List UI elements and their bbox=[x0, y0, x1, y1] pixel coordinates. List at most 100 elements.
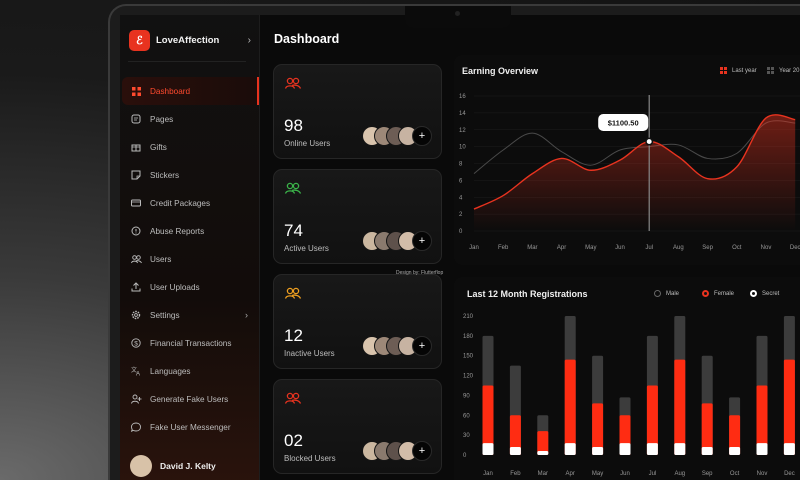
sidebar-item-user-uploads[interactable]: User Uploads bbox=[122, 273, 258, 301]
sticker-icon bbox=[130, 169, 142, 181]
bar-secret bbox=[564, 443, 576, 455]
y-tick-label: 16 bbox=[459, 94, 466, 100]
sidebar-item-gifts[interactable]: Gifts bbox=[122, 133, 258, 161]
sidebar-item-label: User Uploads bbox=[150, 282, 200, 292]
stat-label: Inactive Users bbox=[284, 349, 335, 358]
grid-icon bbox=[720, 67, 727, 74]
brand-name: LoveAffection bbox=[156, 34, 220, 46]
legend-secret[interactable]: Secret bbox=[750, 290, 779, 297]
users-icon bbox=[284, 392, 302, 404]
avatar bbox=[130, 455, 152, 477]
stat-value: 12 bbox=[284, 326, 303, 345]
bar-secret bbox=[783, 443, 795, 455]
sidebar-item-pages[interactable]: Pages bbox=[122, 105, 258, 133]
legend-label: Last year bbox=[732, 67, 757, 74]
sidebar-item-label: Settings bbox=[150, 310, 180, 320]
legend-female[interactable]: Female bbox=[702, 290, 734, 297]
x-tick-label: Jul bbox=[645, 245, 653, 251]
upload-icon bbox=[130, 281, 142, 293]
radio-icon bbox=[750, 290, 757, 297]
active-indicator bbox=[257, 77, 259, 105]
stat-card-online[interactable]: 98 Online Users + bbox=[273, 64, 442, 159]
sidebar-item-dashboard[interactable]: Dashboard bbox=[122, 77, 258, 105]
svg-text:文: 文 bbox=[131, 366, 137, 374]
users-icon bbox=[284, 77, 302, 89]
x-tick-label: Dec bbox=[784, 471, 795, 477]
stat-value: 74 bbox=[284, 221, 303, 240]
avatar-group: + bbox=[362, 336, 442, 358]
y-tick-label: 60 bbox=[463, 413, 470, 419]
chevron-right-icon: › bbox=[245, 310, 248, 320]
y-tick-label: 210 bbox=[463, 314, 474, 320]
add-user-icon bbox=[130, 393, 142, 405]
brand[interactable]: ℰ LoveAffection › bbox=[129, 29, 251, 51]
bar-secret bbox=[509, 447, 521, 455]
x-tick-label: Aug bbox=[674, 471, 685, 477]
alert-icon bbox=[130, 225, 142, 237]
bar-secret bbox=[537, 451, 549, 455]
svg-text:$: $ bbox=[134, 340, 138, 347]
user-profile[interactable]: David J. Kelty bbox=[130, 455, 216, 477]
registrations-bar-chart[interactable]: 0 30 60 90 120 150 180 210 Jan Feb Mar Apr May Jun Jul… bbox=[454, 277, 800, 480]
hover-point bbox=[645, 137, 654, 146]
stat-label: Active Users bbox=[284, 244, 329, 253]
x-tick-label: Apr bbox=[557, 245, 566, 251]
chat-icon bbox=[130, 421, 142, 433]
sidebar-item-credit-packages[interactable]: Credit Packages bbox=[122, 189, 258, 217]
y-tick-label: 90 bbox=[463, 393, 470, 399]
design-credit: Design by: Flutterflop bbox=[396, 270, 444, 276]
sidebar-item-label: Pages bbox=[150, 114, 174, 124]
add-member-button[interactable]: + bbox=[412, 441, 432, 461]
x-tick-label: Nov bbox=[757, 471, 768, 477]
bar-secret bbox=[646, 443, 658, 455]
gift-icon bbox=[130, 141, 142, 153]
gear-icon bbox=[130, 309, 142, 321]
add-member-button[interactable]: + bbox=[412, 126, 432, 146]
x-tick-label: Jan bbox=[483, 471, 493, 477]
bar-female bbox=[509, 415, 521, 455]
sidebar-item-users[interactable]: Users bbox=[122, 245, 258, 273]
x-tick-label: Sep bbox=[702, 471, 713, 477]
x-tick-label: May bbox=[592, 471, 603, 477]
legend-label: Male bbox=[666, 290, 680, 297]
stat-card-active[interactable]: 74 Active Users + bbox=[273, 169, 442, 264]
add-member-button[interactable]: + bbox=[412, 336, 432, 356]
series-line-year-20 bbox=[473, 120, 796, 175]
sidebar-item-stickers[interactable]: Stickers bbox=[122, 161, 258, 189]
stat-value: 98 bbox=[284, 116, 303, 135]
legend-male[interactable]: Male bbox=[654, 290, 679, 297]
earning-line-chart[interactable]: 0 2 4 6 8 10 12 14 16 Jan Feb Mar Apr May Jun Jul Aug Sep… bbox=[454, 55, 800, 265]
stat-value: 02 bbox=[284, 431, 303, 450]
bar-secret bbox=[756, 443, 768, 455]
brand-logo: ℰ bbox=[129, 29, 150, 51]
sidebar-item-generate-fake-users[interactable]: Generate Fake Users bbox=[122, 385, 258, 413]
bar-female bbox=[564, 359, 576, 455]
camera-notch bbox=[405, 6, 511, 28]
sidebar-item-settings[interactable]: Settings › bbox=[122, 301, 258, 329]
chevron-right-icon[interactable]: › bbox=[247, 34, 251, 46]
sidebar-item-financial-transactions[interactable]: $ Financial Transactions bbox=[122, 329, 258, 357]
page-icon bbox=[130, 113, 142, 125]
card-icon bbox=[130, 197, 142, 209]
add-member-button[interactable]: + bbox=[412, 231, 432, 251]
sidebar-item-abuse-reports[interactable]: Abuse Reports bbox=[122, 217, 258, 245]
grid-icon bbox=[130, 85, 142, 97]
sidebar-item-label: Abuse Reports bbox=[150, 226, 205, 236]
camera-icon bbox=[455, 11, 460, 16]
sidebar-item-label: Languages bbox=[150, 366, 191, 376]
legend-last-year[interactable]: Last year bbox=[720, 67, 757, 74]
sidebar-item-fake-user-messenger[interactable]: Fake User Messenger bbox=[122, 413, 258, 441]
x-tick-label: May bbox=[585, 245, 596, 251]
sidebar-item-label: Financial Transactions bbox=[150, 338, 232, 348]
y-tick-label: 14 bbox=[459, 111, 466, 117]
legend-year-20[interactable]: Year 20 bbox=[767, 67, 799, 74]
panel-title: Earning Overview bbox=[462, 66, 539, 76]
stat-card-blocked[interactable]: 02 Blocked Users + bbox=[273, 379, 442, 474]
bar-female bbox=[646, 385, 658, 455]
stat-card-inactive[interactable]: 12 Inactive Users + bbox=[273, 274, 442, 369]
sidebar-item-label: Fake User Messenger bbox=[150, 422, 231, 432]
users-icon bbox=[284, 287, 302, 299]
x-tick-label: Mar bbox=[538, 471, 548, 477]
y-tick-label: 12 bbox=[459, 128, 466, 134]
